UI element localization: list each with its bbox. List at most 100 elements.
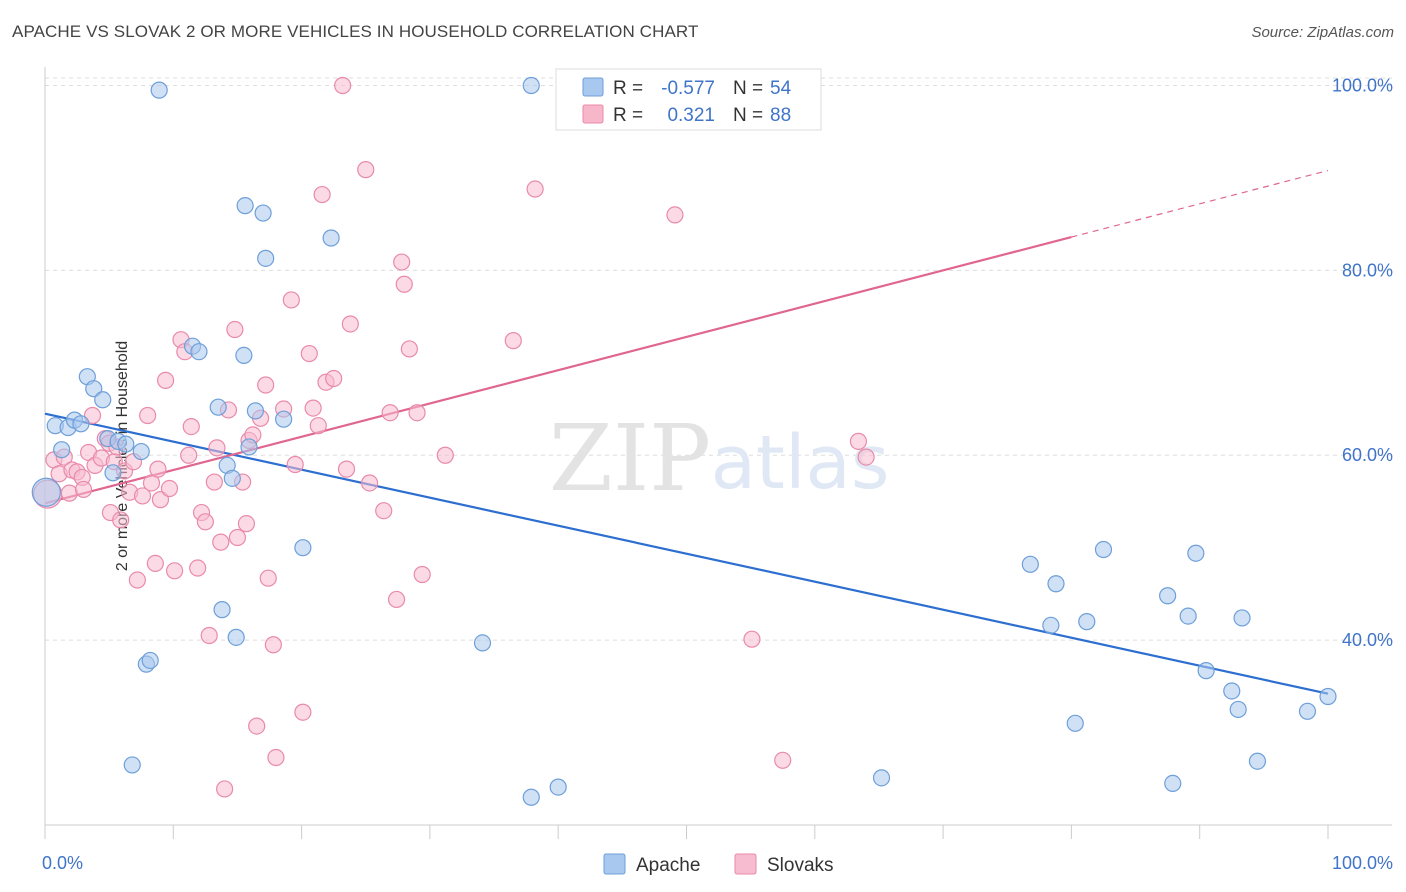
apache-point [227,628,245,646]
slovak-point [666,206,684,224]
apache-point [1298,702,1317,720]
apache-point [213,601,231,619]
slovak-point [381,404,399,422]
apache-point [1319,687,1337,706]
slovak-point [309,417,327,435]
slovak-point [248,717,266,735]
n-label: N = [733,78,763,99]
slovak-point [286,455,304,474]
apache-point [117,435,135,453]
apache-point [150,81,168,99]
apache-point [85,380,103,398]
y-tick-label: 60.0% [1342,445,1393,465]
slovak-point [743,630,761,648]
slovak-point [337,460,356,478]
apache-point [1223,682,1241,700]
slovak-point [357,161,375,179]
apache-point [246,402,265,420]
apache-point [1233,609,1251,627]
n-value: 88 [770,105,791,126]
apache-point [123,756,141,774]
apache-point [141,651,159,670]
apache-point [1164,774,1182,793]
apache-point [1187,544,1205,562]
slovak-trend-extension [1071,169,1329,238]
axes [44,67,1392,839]
slovak-point [160,479,179,498]
slovak-point [149,460,167,478]
x-tick-label: 0.0% [42,853,83,873]
slovak-point [180,446,198,464]
legend-apache-label: Apache [636,855,700,876]
slovak-point [212,533,230,551]
slovak-point [60,484,78,502]
slovak-point [413,565,431,584]
apache-point [132,442,150,461]
apache-point [240,438,258,456]
n-label: N = [733,105,763,126]
slovak-point [151,491,170,509]
r-label: R = [613,78,643,99]
slovak-point [208,439,226,457]
apache-point [1078,613,1096,631]
slovak-point [196,513,214,531]
legend-apache-swatch [603,853,626,875]
slovak-point [400,340,418,358]
watermark-zip: ZIP [549,405,711,512]
r-label: R = [613,105,643,126]
slovak-swatch [582,104,604,124]
slovak-trend-line [44,236,1072,505]
apache-point [1047,575,1065,593]
apache-point [1066,714,1084,732]
apache-point [1021,555,1039,573]
apache-point [275,410,293,428]
slovak-point [325,369,343,388]
slovak-point [857,448,875,466]
apache-point [1179,607,1197,625]
slovak-point [139,406,157,425]
r-value: 0.321 [667,105,715,126]
slovak-point [504,332,522,350]
slovak-point [133,487,152,505]
slovak-point [228,528,247,547]
slovak-point [300,344,318,363]
apache-point [294,539,312,557]
source-label: Source: ZipAtlas.com [1251,24,1394,41]
slovak-point [408,404,426,422]
slovak-point [395,275,413,293]
r-value: -0.577 [661,78,715,99]
slovak-point [146,554,164,572]
slovak-point [264,636,282,654]
slovak-point [200,626,218,645]
apache-point [522,76,540,95]
apache-point [53,441,71,459]
slovak-point [157,371,175,389]
apache-point [1229,700,1247,719]
trend-lines [44,169,1329,695]
apache-point [549,778,567,796]
slovak-point [341,315,359,333]
slovak-point [267,748,285,767]
slovak-point [393,253,411,271]
slovak-point [128,571,146,589]
slovak-point [259,569,277,587]
slovak-point [237,515,256,533]
apache-point [72,415,90,433]
apache-point [31,477,61,507]
slovak-point [74,480,93,499]
slovak-point [313,185,331,204]
n-value: 54 [770,78,792,99]
slovak-point [142,474,161,492]
apache-point [223,469,241,487]
slovak-point [257,376,275,394]
apache-point [235,346,253,365]
legend-slovaks-swatch [734,853,757,875]
slovak-point [182,417,200,436]
slovak-point [112,511,130,529]
apache-point [322,229,340,247]
slovak-point [387,590,406,609]
apache-point [104,464,122,482]
slovak-point [282,291,300,309]
slovak-point [205,473,223,491]
apache-point [190,343,208,361]
